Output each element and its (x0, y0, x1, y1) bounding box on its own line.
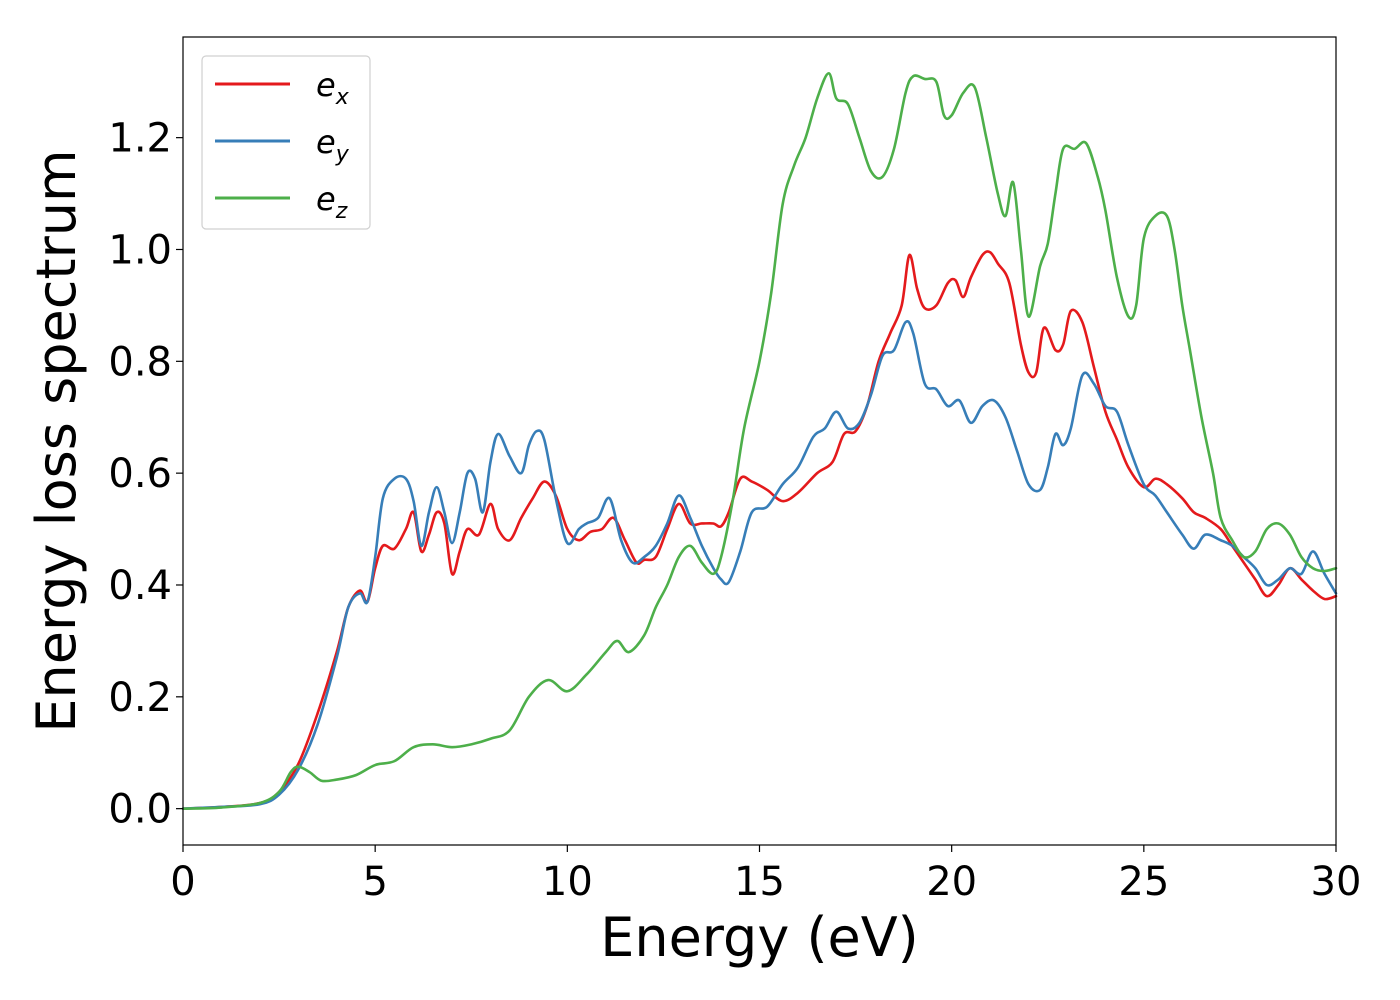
y-tick-label: 0.8 (108, 339, 172, 385)
x-tick-label: 25 (1118, 859, 1169, 905)
series-line-e-x (181, 250, 1338, 810)
plot-background (183, 37, 1336, 845)
legend-label-e-z: ez (316, 180, 348, 224)
x-tick-label: 15 (734, 859, 785, 905)
y-tick-label: 1.2 (108, 116, 172, 162)
x-tick-label: 0 (170, 859, 195, 905)
legend-label-e-y: ey (316, 123, 350, 167)
x-axis-ticks: 0 5 10 15 20 25 30 (170, 845, 1361, 905)
series-line-e-y (181, 320, 1338, 810)
x-axis-title: Energy (eV) (600, 906, 919, 969)
y-tick-label: 0.6 (108, 451, 172, 497)
y-tick-label: 0.4 (108, 563, 172, 609)
x-tick-label: 5 (362, 859, 387, 905)
y-tick-label: 0.2 (108, 675, 172, 721)
series-line-e-z (181, 72, 1338, 810)
x-tick-label: 20 (926, 859, 977, 905)
y-tick-label: 1.0 (108, 227, 172, 273)
series-layer (181, 72, 1338, 810)
legend-label-e-x: ex (316, 66, 350, 110)
y-tick-label: 0.0 (108, 787, 172, 833)
legend: ex ey ez (201, 55, 371, 230)
y-axis-ticks: 0.0 0.2 0.4 0.6 0.8 1.0 1.2 (108, 116, 183, 833)
y-axis-title: Energy loss spectrum (25, 149, 88, 732)
x-tick-label: 30 (1311, 859, 1362, 905)
x-tick-label: 10 (542, 859, 593, 905)
